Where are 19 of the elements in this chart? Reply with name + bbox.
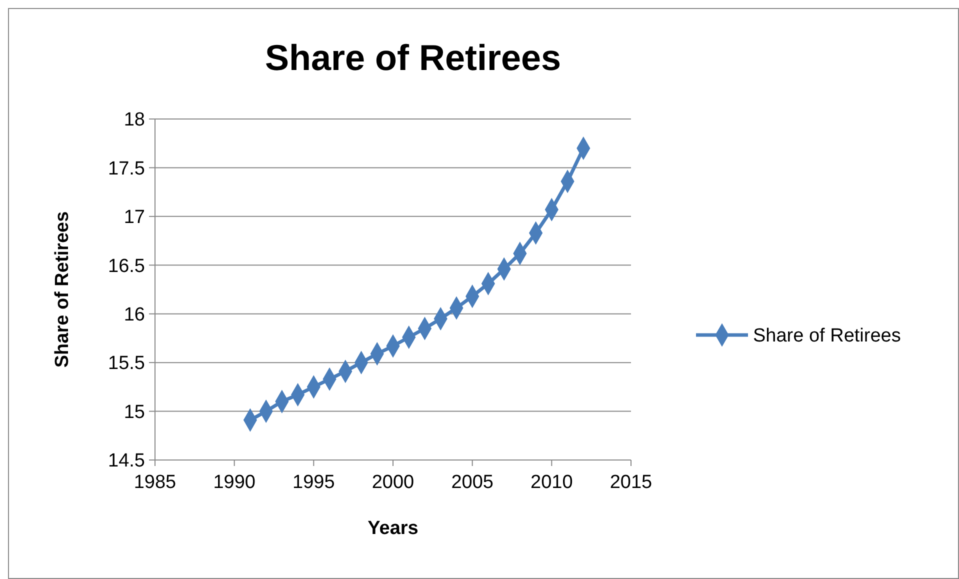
y-tick-label: 15.5 [108,353,145,374]
y-tick-label: 16.5 [108,256,145,277]
y-tick-label: 16 [124,304,145,326]
y-tick-label: 17.5 [108,158,145,180]
chart-title: Share of Retirees [264,37,562,78]
y-axis-title: Share of Retirees [52,211,73,368]
y-tick-label: 17 [124,207,145,228]
x-tick-label: 1995 [292,472,335,493]
x-axis-title: Years [368,518,418,539]
x-tick-label: 1990 [213,472,256,493]
x-tick-label: 1985 [134,472,176,493]
y-tick-label: 15 [124,402,145,423]
x-tick-label: 2015 [610,472,652,493]
x-tick-label: 2010 [530,472,573,493]
x-tick-label: 2005 [451,472,494,493]
legend-label: Share of Retirees [753,326,901,347]
y-tick-label: 14.5 [108,450,145,472]
y-tick-label: 18 [124,110,145,131]
x-tick-label: 2000 [372,472,414,493]
